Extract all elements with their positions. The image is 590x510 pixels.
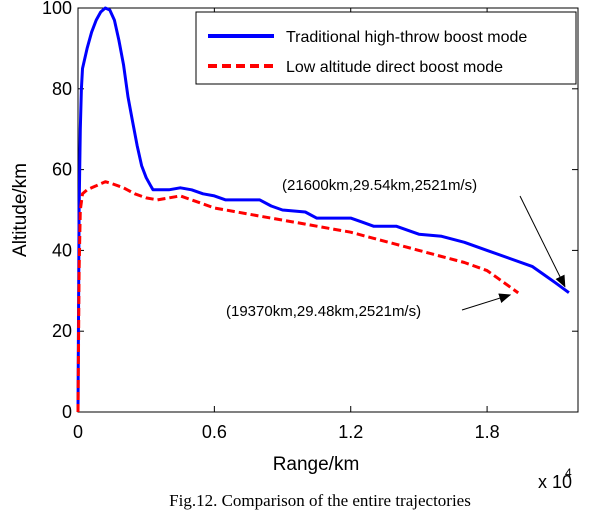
x-axis-ticks: 0 0.6 1.2 1.8	[73, 8, 500, 442]
y-axis-ticks: 0 20 40 60 80 100	[42, 0, 578, 422]
series-line-traditional	[76, 6, 570, 413]
annotation-label-low-altitude: (19370km,29.48km,2521m/s)	[226, 303, 421, 320]
legend-label-low-altitude: Low altitude direct boost mode	[286, 59, 503, 76]
y-tick-label: 0	[62, 402, 72, 422]
annotation-arrow-low-altitude	[461, 293, 512, 311]
x-axis-label: Range/km	[273, 454, 360, 475]
annotation-label-traditional: (21600km,29.54km,2521m/s)	[282, 177, 477, 194]
x-tick-label: 1.8	[475, 422, 500, 442]
legend-box	[195, 11, 577, 85]
y-tick-label: 40	[52, 240, 72, 260]
x-axis-multiplier-exponent: 4	[565, 466, 572, 480]
y-tick-label: 80	[52, 79, 72, 99]
y-tick-label: 20	[52, 321, 72, 341]
x-tick-label: 1.2	[338, 422, 363, 442]
series-layer	[76, 6, 570, 413]
y-tick-label: 100	[42, 0, 72, 18]
legend-label-traditional: Traditional high-throw boost mode	[286, 29, 527, 46]
figure-caption: Fig.12. Comparison of the entire traject…	[169, 491, 471, 510]
annotations: (21600km,29.54km,2521m/s) (19370km,29.48k…	[226, 177, 566, 320]
x-tick-label: 0	[73, 422, 83, 442]
x-tick-label: 0.6	[202, 422, 227, 442]
y-axis-label: Altitude/km	[10, 163, 31, 257]
x-axis-multiplier: x 10	[538, 472, 572, 492]
series-line-low-altitude	[76, 180, 520, 413]
y-tick-label: 60	[52, 160, 72, 180]
legend: Traditional high-throw boost mode Low al…	[195, 11, 577, 85]
annotation-arrow-traditional	[519, 195, 566, 288]
